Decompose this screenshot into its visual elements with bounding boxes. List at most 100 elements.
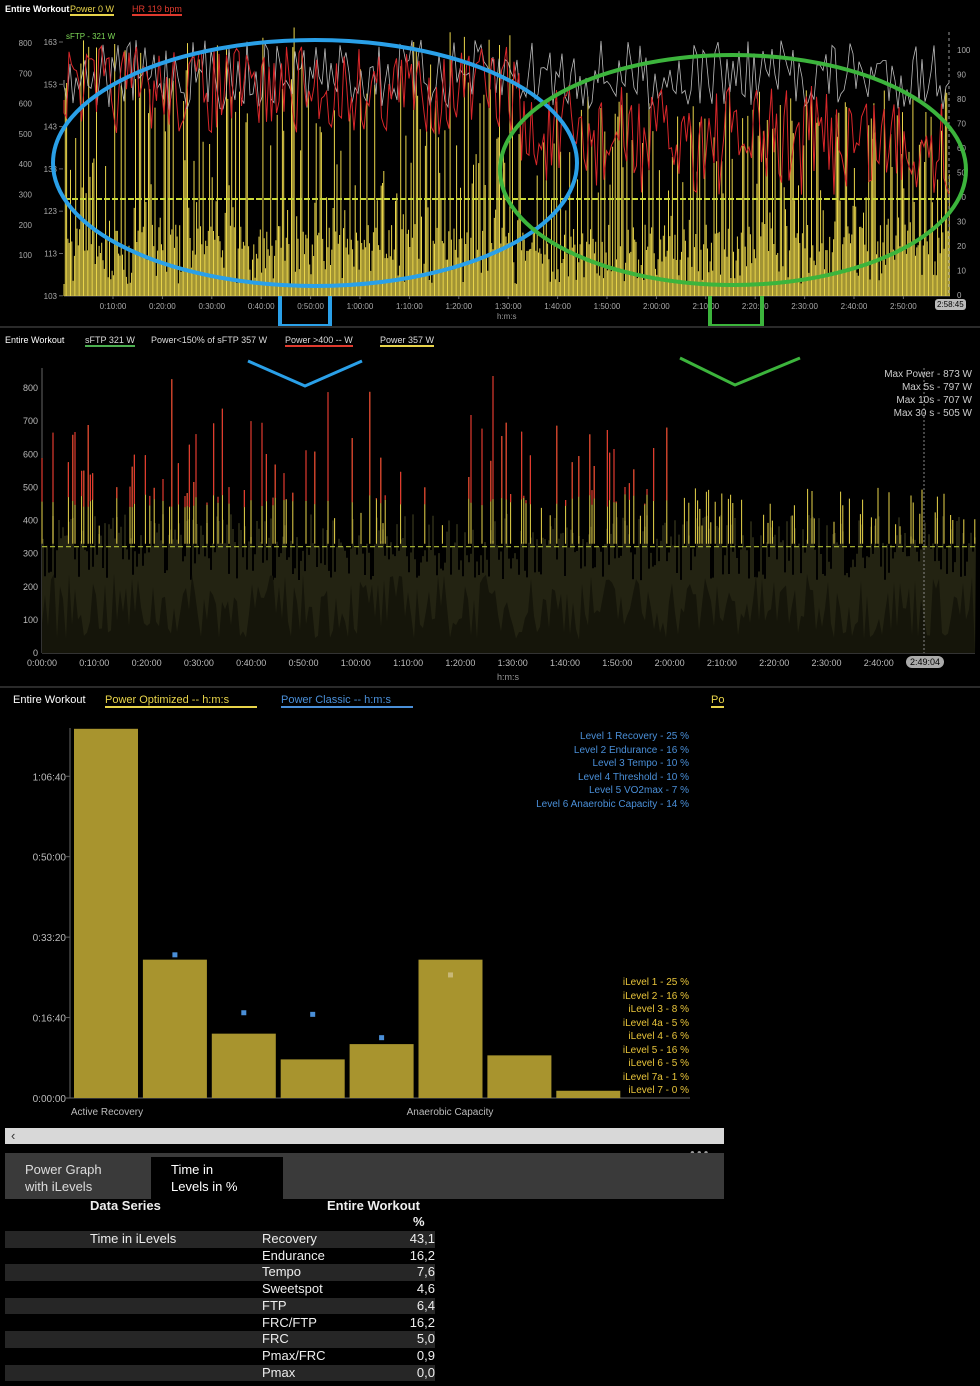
- row-level-name: FTP: [262, 1297, 287, 1313]
- row-value: 6,4: [416, 1297, 435, 1313]
- x-tick: 0:20:00: [132, 658, 162, 668]
- y-tick: 400: [23, 516, 38, 526]
- y-tick: 0:33:20: [33, 933, 67, 944]
- ilevel-6: iLevel 6 - 5 %: [628, 1058, 689, 1069]
- y-tick-power: 600: [19, 100, 33, 109]
- row-level-name: FRC: [262, 1331, 289, 1347]
- x-tick: 1:40:00: [544, 302, 571, 311]
- x-tick: 0:20:00: [149, 302, 176, 311]
- y-tick-right: 50: [957, 169, 966, 178]
- tab-power-graph-line2: with iLevels: [25, 1179, 93, 1194]
- x-tick: 0:40:00: [236, 658, 266, 668]
- highlight-ellipse-left: [51, 38, 579, 288]
- x-tick: 2:10:00: [692, 302, 719, 311]
- row-level-name: Pmax: [262, 1364, 296, 1380]
- x-tick: 0:50:00: [288, 658, 318, 668]
- x-tick: 0:00:00: [27, 658, 57, 668]
- y-tick-power: 400: [19, 160, 33, 169]
- x-tick: 0:40:00: [248, 302, 275, 311]
- x-tick: 2:40:00: [864, 658, 894, 668]
- y-tick-right: 10: [957, 267, 966, 276]
- y-tick: 500: [23, 482, 38, 492]
- x-tick: 1:10:00: [396, 302, 423, 311]
- tab-time-in-levels-line1: Time in: [171, 1162, 214, 1177]
- legend-sftp[interactable]: sFTP 321 W: [85, 335, 135, 347]
- row-value: 0,9: [416, 1347, 435, 1363]
- panel3-title: Entire Workout: [13, 694, 86, 706]
- ilevel-4: iLevel 4 - 6 %: [628, 1031, 689, 1042]
- x-tick: 2:40:00: [841, 302, 868, 311]
- y-tick: 0:00:00: [33, 1094, 67, 1105]
- ilevels-legend: iLevel 1 - 25 % iLevel 2 - 16 % iLevel 3…: [560, 976, 689, 1098]
- table-row: Tempo 7,6: [5, 1264, 435, 1281]
- legend-power-400[interactable]: Power >400 -- W: [285, 335, 353, 347]
- power-spikes: [41, 376, 976, 544]
- x-tick: 2:20:00: [742, 302, 769, 311]
- marker-power-classic: [448, 972, 453, 978]
- ilevel-5: iLevel 5 - 16 %: [622, 1044, 689, 1056]
- y-tick-hr: 123: [44, 207, 58, 216]
- x-tick: 1:20:00: [445, 302, 472, 311]
- legend-power[interactable]: Power 0 W: [70, 4, 115, 16]
- power-hr-chart[interactable]: 8007006005004003002001001631531431331231…: [0, 0, 980, 326]
- hr-trace: [63, 44, 950, 195]
- legend-hr[interactable]: HR 119 bpm: [132, 4, 182, 16]
- y-tick-right: 70: [957, 120, 966, 129]
- max-30s: Max 30 s - 505 W: [893, 408, 972, 419]
- ilevel-7a: iLevel 7a - 1 %: [622, 1071, 689, 1083]
- classic-level-4: Level 4 Threshold - 10 %: [578, 771, 689, 783]
- y-tick-power: 700: [19, 69, 33, 78]
- y-tick-right: 20: [957, 242, 966, 251]
- y-tick-power: 800: [19, 39, 33, 48]
- y-tick: 200: [23, 582, 38, 592]
- classic-levels-legend: Level 1 Recovery - 25 % Level 2 Enduranc…: [470, 730, 689, 811]
- panel3-header: Entire Workout Power Optimized -- h:m:s …: [0, 688, 980, 710]
- table-row: Pmax 0,0: [5, 1364, 435, 1382]
- y-tick-power: 100: [19, 251, 33, 260]
- tab-power-graph[interactable]: Power Graph with iLevels: [5, 1157, 151, 1199]
- table-row: FRC/FTP 16,2: [5, 1315, 435, 1332]
- power-ilevels-chart[interactable]: 800 700 600 500 400 300 200 100 00:00:00 0:10:00 0…: [0, 328, 980, 686]
- table-row: FTP 6,4: [5, 1297, 435, 1315]
- arrow-left-shaft: [278, 296, 332, 326]
- legend-power-2[interactable]: Power 357 W: [380, 335, 435, 347]
- time-in-levels-chart[interactable]: 1:06:40 0:50:00 0:33:20 0:16:40 0:00:00 Activ…: [0, 688, 725, 1123]
- y-tick-hr: 153: [44, 80, 58, 89]
- y-tick: 0: [33, 648, 38, 658]
- horizontal-scrollbar[interactable]: ‹: [5, 1128, 724, 1144]
- y-tick: 800: [23, 383, 38, 393]
- row-level-name: Pmax/FRC: [262, 1347, 326, 1363]
- row-value: 43,1: [409, 1231, 435, 1246]
- y-tick-hr: 103: [44, 292, 58, 301]
- y-tick: 0:16:40: [33, 1014, 67, 1025]
- legend-power-optimized[interactable]: Power Optimized -- h:m:s: [105, 694, 258, 708]
- x-tick: 1:00:00: [347, 302, 374, 311]
- bar-power-optimized: [418, 959, 483, 1098]
- x-tick: 2:00:00: [643, 302, 670, 311]
- max-power: Max Power - 873 W: [884, 369, 972, 380]
- row-value: 0,0: [416, 1364, 435, 1380]
- classic-level-5: Level 5 VO2max - 7 %: [588, 785, 689, 796]
- classic-level-3: Level 3 Tempo - 10 %: [592, 758, 689, 769]
- legend-power-150[interactable]: Power<150% of sFTP 357 W: [151, 335, 268, 345]
- x-tick: 0:30:00: [184, 658, 214, 668]
- row-value: 5,0: [416, 1331, 435, 1347]
- tab-time-in-levels[interactable]: Time in Levels in %: [151, 1157, 283, 1199]
- classic-level-1: Level 1 Recovery - 25 %: [580, 731, 689, 742]
- max-5s: Max 5s - 797 W: [901, 382, 972, 393]
- marker-power-classic: [172, 952, 178, 958]
- legend-po[interactable]: Po: [711, 694, 725, 708]
- y-tick-right: 80: [957, 95, 966, 104]
- bar-power-optimized: [487, 1055, 552, 1098]
- legend-power-classic[interactable]: Power Classic -- h:m:s: [281, 694, 414, 708]
- table-row: Pmax/FRC 0,9: [5, 1348, 435, 1365]
- row-level-name: Endurance: [262, 1247, 325, 1263]
- power-spikes-high: [41, 376, 668, 508]
- scroll-left-arrow-icon[interactable]: ‹: [11, 1128, 16, 1143]
- panel2-title: Entire Workout: [5, 335, 65, 345]
- row-level-name: Tempo: [262, 1264, 302, 1280]
- row-level-name: Sweetspot: [262, 1281, 323, 1297]
- more-options-icon[interactable]: ●●●: [690, 1148, 711, 1157]
- y-tick-right: 40: [957, 193, 966, 202]
- classic-level-2: Level 2 Endurance - 16 %: [573, 744, 689, 756]
